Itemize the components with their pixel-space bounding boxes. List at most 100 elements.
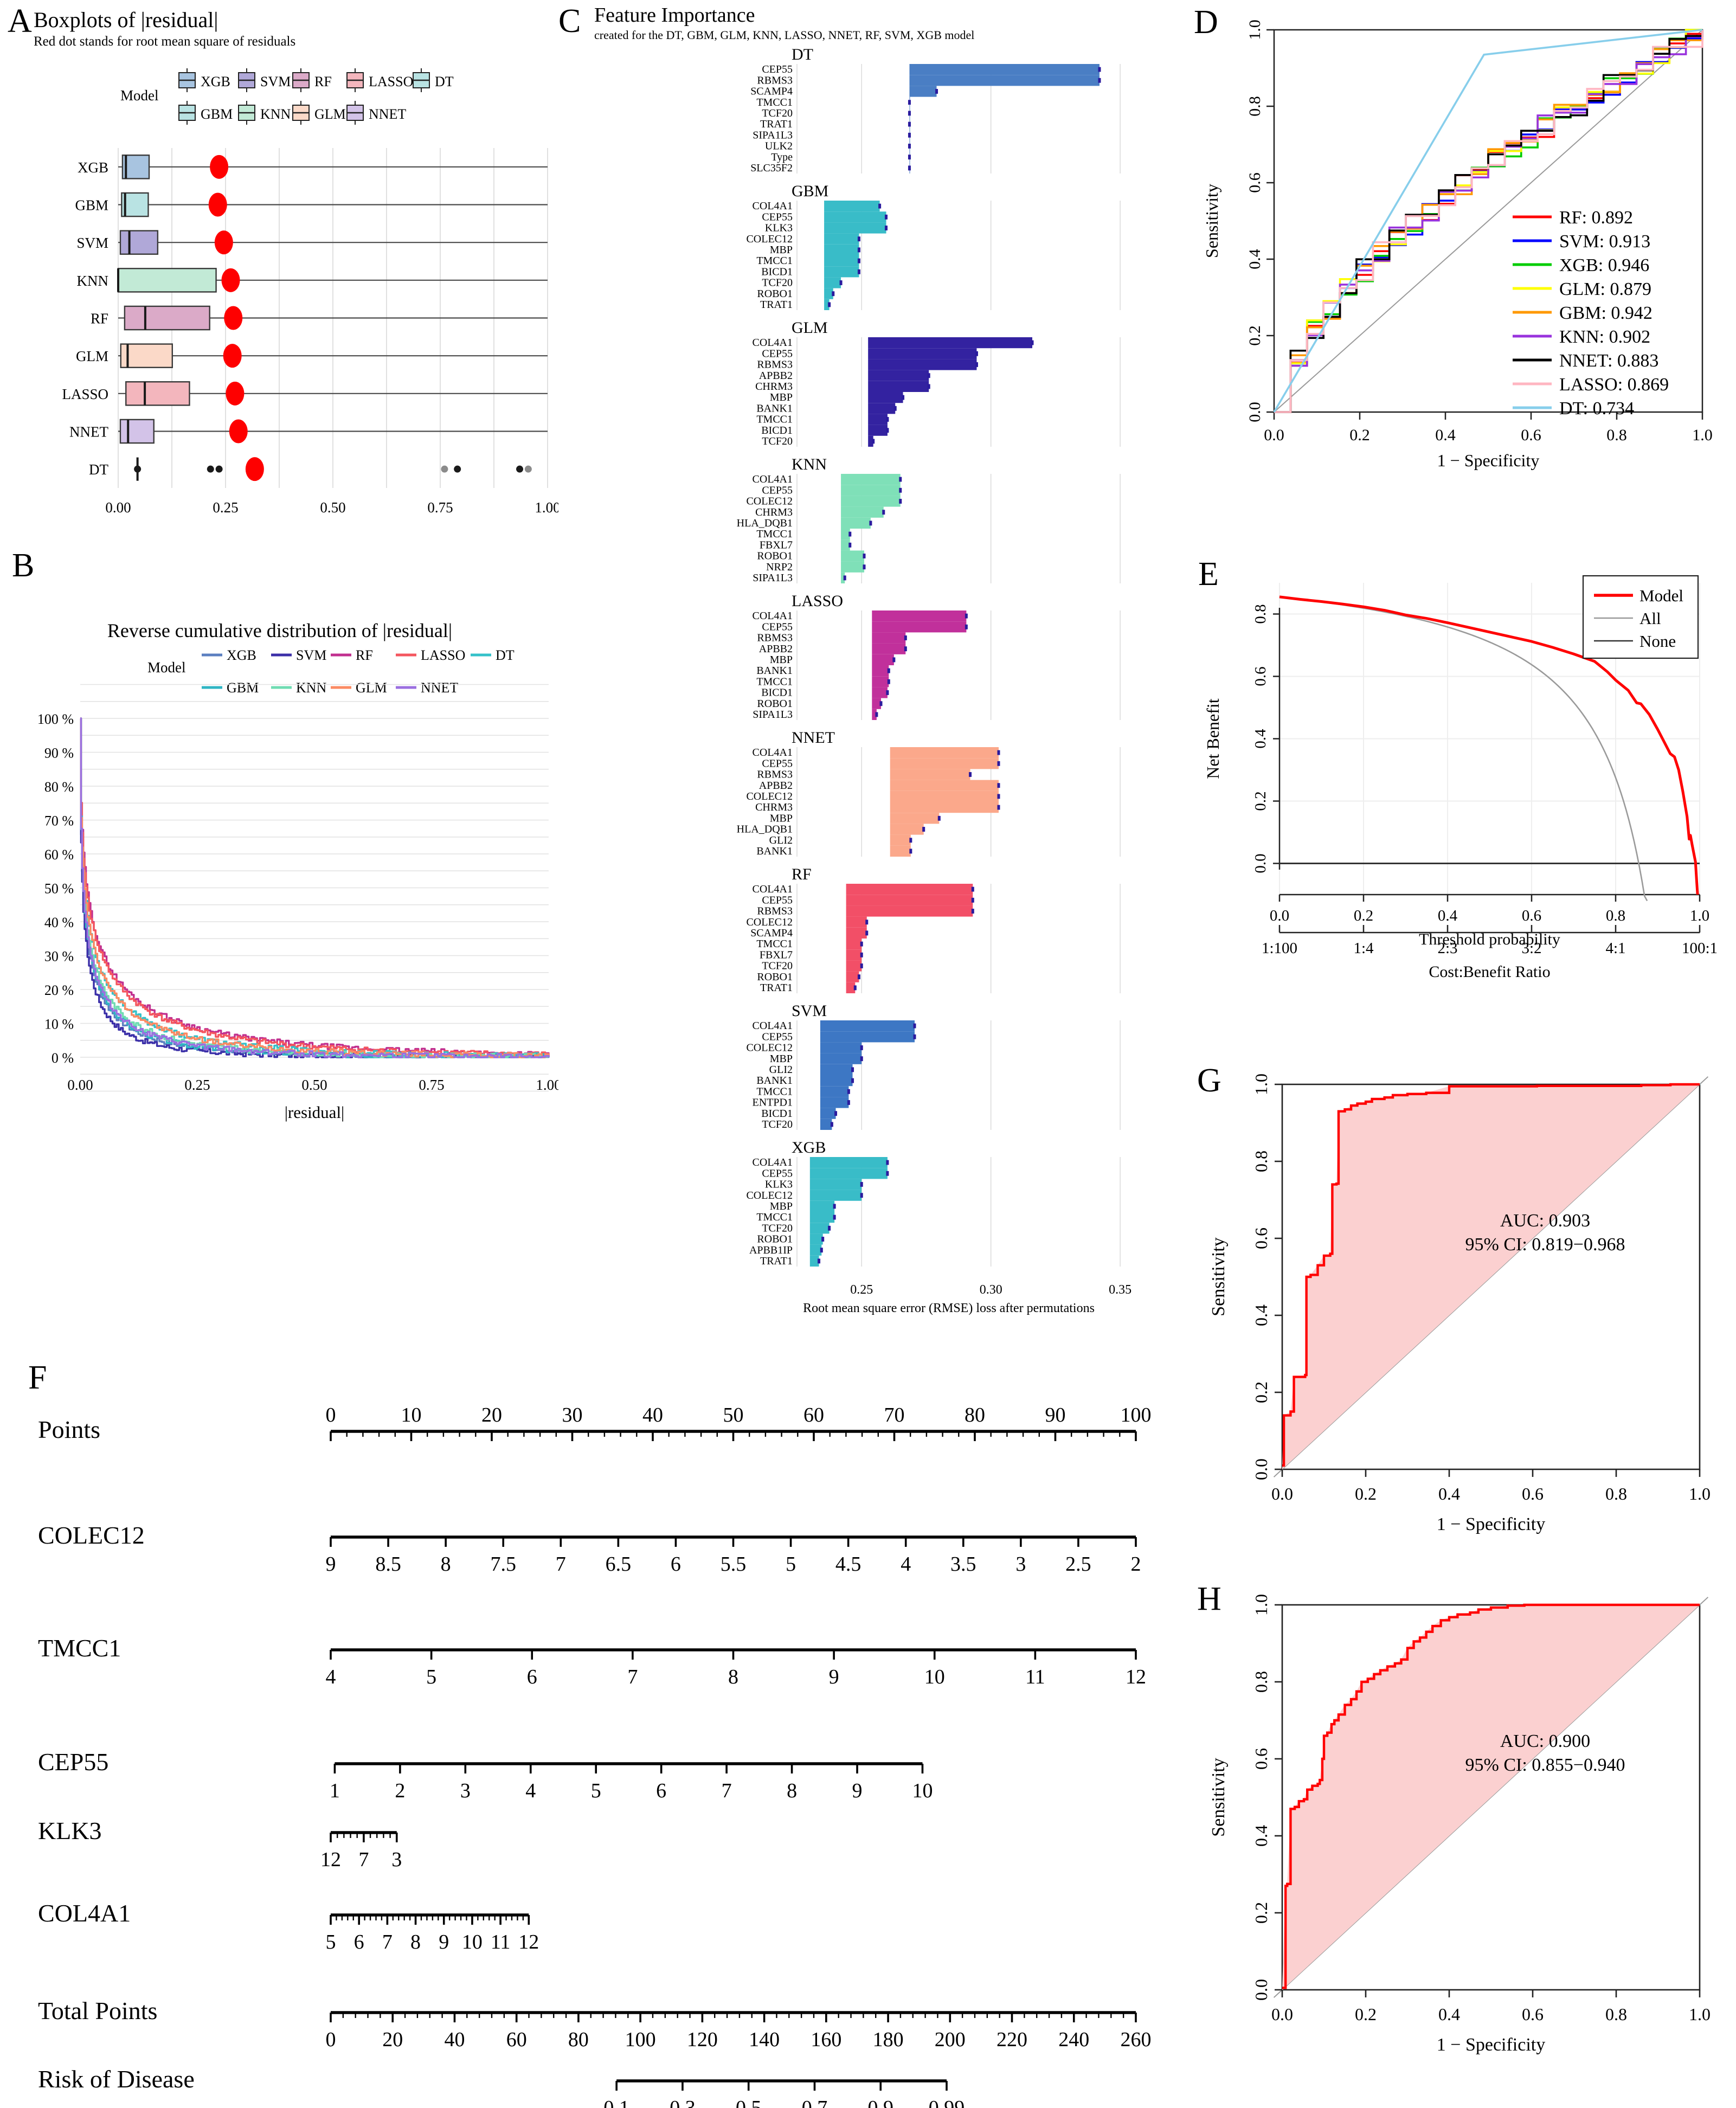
panel-c-boxpoint [975, 362, 978, 367]
panel-c-group-label-NNET: NNET [792, 729, 835, 747]
nomogram-tick-label: 5 [591, 1779, 601, 1802]
panel-c-group-label-KNN: KNN [792, 455, 827, 473]
panel-c-feature-label: APBB2 [759, 780, 793, 792]
panel-d-legend-label-SVM: SVM: 0.913 [1559, 232, 1650, 252]
panel-c-feature-label: ULK2 [765, 140, 793, 152]
rmse-dot-KNN [221, 268, 240, 292]
roc-curve [1282, 1603, 1700, 1989]
panel-c-boxpoint [886, 1160, 889, 1165]
panel-b-ytick: 20 % [44, 982, 74, 998]
panel-c-boxpoint [886, 417, 889, 422]
nomogram-row-label-points: Points [38, 1416, 100, 1443]
nomogram-row-label-risk-of-disease: Risk of Disease [38, 2065, 195, 2093]
panel-c-bar [824, 201, 880, 212]
panel-c-xlabel: Root mean square error (RMSE) loss after… [803, 1301, 1095, 1315]
panel-c-bar [841, 496, 901, 507]
nomogram-tick-label: 8 [441, 1553, 451, 1576]
boxplot-row-label-RF: RF [91, 311, 108, 327]
ytick-label: 1.0 [1251, 1074, 1271, 1095]
nomogram-tick-label: 9 [326, 1553, 336, 1576]
panel-c-boxpoint [908, 100, 911, 105]
panel-c-feature-label: TRAT1 [760, 118, 793, 130]
panel-c-bar [872, 698, 881, 709]
panel-c-boxpoint [887, 679, 890, 684]
panel-c-boxpoint [927, 384, 930, 389]
legend-label-RF: RF [314, 74, 332, 89]
panel-c-boxpoint [828, 1225, 831, 1231]
panel-c-bar [872, 709, 877, 720]
panel-c-bar [846, 905, 973, 917]
panel-c-boxpoint [848, 531, 852, 537]
panel-c-boxpoint [878, 203, 882, 209]
panel-a-subtitle: Red dot stands for root mean square of r… [34, 34, 295, 49]
panel-c-boxpoint [834, 1111, 838, 1116]
panel-c-bar [824, 299, 830, 310]
panel-c-boxpoint [848, 542, 852, 548]
nomogram-tick-label: 0.1 [603, 2097, 629, 2108]
panel-e-xtick: 0.2 [1354, 907, 1373, 924]
panel-d-legend-label-XGB: XGB: 0.946 [1559, 255, 1649, 275]
panel-e-xtick: 0.6 [1522, 907, 1541, 924]
panel-c-bar [820, 1119, 832, 1130]
nomogram-tick-label: 240 [1058, 2028, 1089, 2051]
legend-label-DT: DT [496, 647, 515, 663]
panel-c-boxpoint [909, 849, 912, 854]
panel-c-feature-label: RBMS3 [757, 905, 793, 917]
panel-c-bar [872, 676, 889, 687]
nomogram-tick-label: 2 [395, 1779, 405, 1802]
rmse-dot-LASSO [226, 381, 245, 406]
panel-e-xtick: 0.8 [1606, 907, 1625, 924]
panel-e-xtick: 0.4 [1438, 907, 1458, 924]
panel-c-feature-label: BICD1 [761, 425, 793, 436]
nomogram-tick-label: 20 [382, 2028, 403, 2051]
panel-c-feature-label: TRAT1 [760, 299, 793, 311]
panel-c-feature-label: ROBO1 [757, 971, 793, 983]
panel-c: Feature Importance created for the DT, GB… [580, 0, 1160, 1345]
legend-label-SVM: SVM [260, 74, 291, 89]
panel-c-bar [809, 1233, 823, 1245]
panel-c-boxpoint [857, 247, 860, 253]
panel-c-bar [890, 845, 911, 857]
outlier-point [516, 465, 524, 473]
panel-c-boxpoint [886, 1171, 889, 1176]
panel-c-boxpoint [893, 406, 897, 411]
panel-c-feature-label: CEP55 [762, 894, 793, 906]
xtick-label: 0.4 [1438, 2004, 1460, 2024]
nomogram-tick-label: 6 [527, 1666, 537, 1688]
panel-c-boxpoint [860, 1193, 863, 1198]
ytick-label: 0.8 [1251, 1671, 1271, 1693]
panel-e-ylabel: Net Benefit [1203, 698, 1223, 779]
nomogram-tick-label: 60 [803, 1404, 824, 1426]
panel-d-xtick: 0.8 [1606, 426, 1627, 444]
auc-annotation: AUC: 0.900 [1500, 1731, 1590, 1751]
panel-c-feature-label: COL4A1 [753, 747, 793, 759]
diagonal-reference-line [1274, 29, 1703, 413]
nomogram-tick-label: 0.7 [802, 2097, 828, 2108]
nomogram-row-label-colec12: COLEC12 [38, 1521, 145, 1549]
panel-d-legend-label-KNN: KNN: 0.902 [1559, 327, 1650, 347]
panel-c-boxpoint [971, 909, 974, 914]
panel-d-legend-label-RF: RF: 0.892 [1559, 208, 1633, 228]
nomogram-tick-label: 4 [326, 1666, 336, 1688]
panel-c-boxpoint [833, 1214, 836, 1220]
panel-c-feature-label: RBMS3 [757, 769, 793, 781]
panel-c-feature-label: ROBO1 [757, 698, 793, 710]
nomogram-tick-label: 50 [723, 1404, 744, 1426]
nomogram-tick-label: 80 [568, 2028, 589, 2051]
panel-c-boxpoint [860, 1182, 863, 1187]
panel-c-feature-label: MBP [770, 1200, 793, 1212]
panel-b-ytick: 30 % [44, 949, 74, 965]
nomogram-tick-label: 40 [444, 2028, 465, 2051]
panel-c-feature-label: APBB2 [759, 370, 793, 382]
nomogram-tick-label: 140 [749, 2028, 780, 2051]
panel-c-boxpoint [885, 226, 888, 230]
panel-a-xtick: 0.50 [320, 499, 345, 516]
panel-e-legend-label-All: All [1639, 609, 1661, 628]
panel-c-boxpoint [909, 838, 912, 843]
panel-c-boxpoint [860, 941, 863, 947]
panel-c-boxpoint [935, 89, 938, 94]
nomogram-tick-label: 60 [506, 2028, 527, 2051]
nomogram-tick-label: 260 [1121, 2028, 1152, 2051]
ytick-label: 0.0 [1251, 1979, 1271, 2001]
panel-c-boxpoint [902, 395, 905, 400]
